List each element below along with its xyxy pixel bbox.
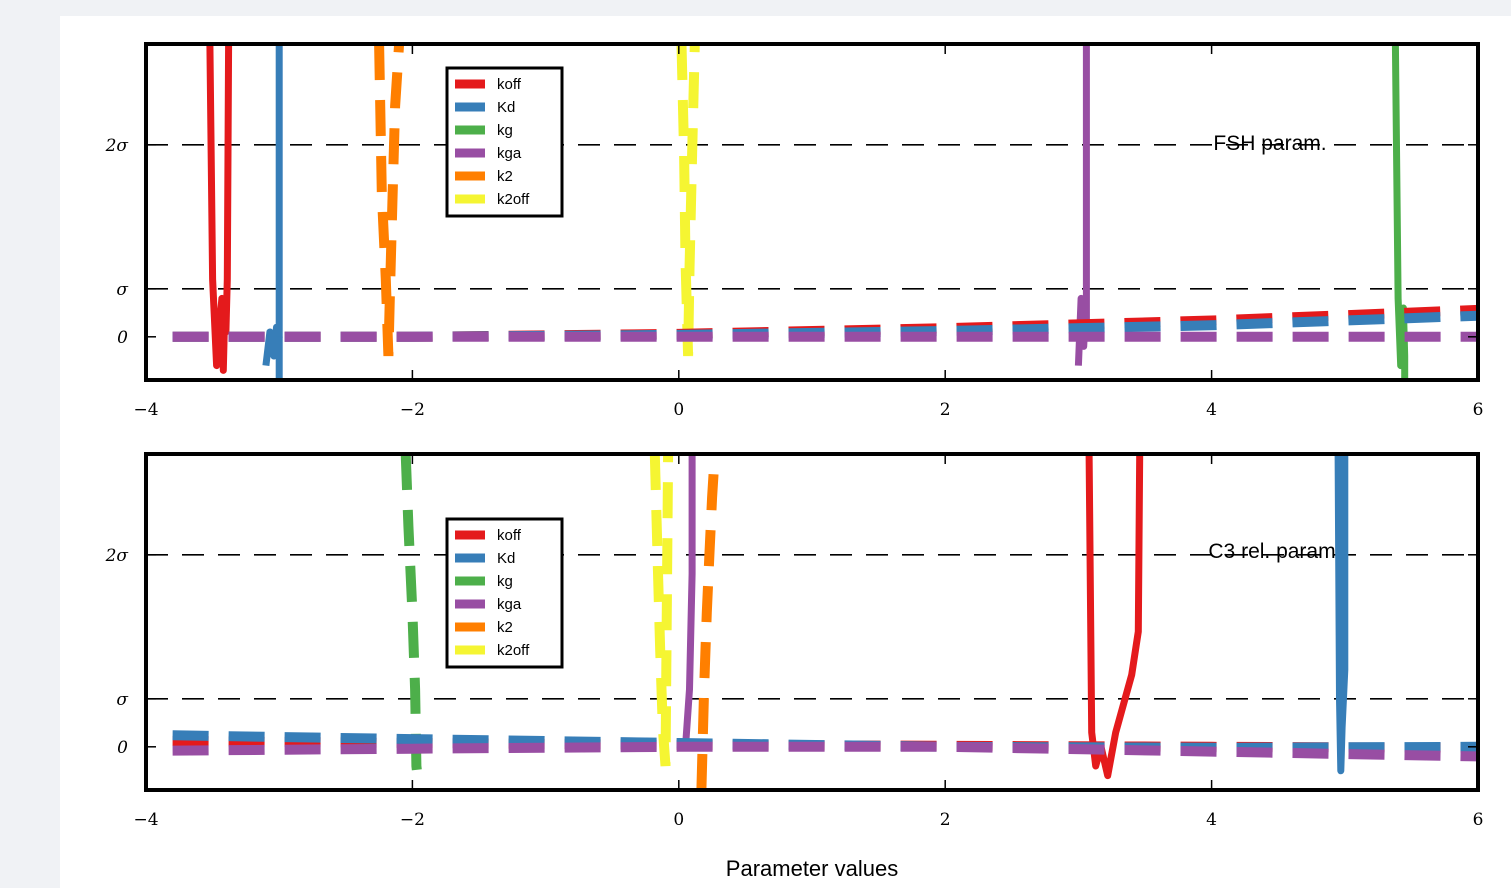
plot-frame	[144, 42, 1480, 382]
legend-label-Kd: Kd	[497, 99, 515, 116]
legend-label-kg: kg	[497, 573, 513, 590]
panel-1: −4 −2 0 2 4 6 0 σ 2σ FSH param. koff Kd kg kga k2 k2off	[105, 42, 1484, 420]
y-tick-label: 2σ	[105, 546, 129, 566]
legend-label-kg: kg	[497, 122, 513, 139]
series-line-k2off	[676, 44, 700, 357]
legend-label-koff: koff	[497, 76, 522, 93]
plot-frame	[144, 452, 1480, 792]
y-tick-label: 2σ	[105, 136, 129, 156]
panel-annotation: FSH param.	[1213, 132, 1326, 155]
series-line-kga	[172, 741, 1478, 762]
series-line-k2	[696, 454, 720, 790]
x-tick-label: 2	[940, 400, 951, 420]
legend-box	[445, 66, 564, 218]
x-tick-label: −4	[133, 810, 158, 830]
panel-annotation: C3 rel. param	[1208, 540, 1335, 563]
series-line-kga	[1074, 44, 1090, 366]
series-line-kg	[1391, 44, 1409, 380]
figure: −4 −2 0 2 4 6 0 σ 2σ FSH param. koff Kd kg kga k2 k2off…	[60, 16, 1511, 888]
series-line-kg	[400, 454, 425, 790]
x-tick-label: −4	[133, 400, 158, 420]
x-tick-label: 6	[1473, 400, 1484, 420]
series-line-koff	[1085, 454, 1144, 780]
x-tick-label: 6	[1473, 810, 1484, 830]
x-tick-label: 0	[673, 400, 684, 420]
legend-label-k2off: k2off	[497, 191, 530, 208]
legend: koff Kd kg kga k2 k2off	[445, 517, 564, 669]
x-tick-label: −2	[400, 810, 425, 830]
series-group	[172, 454, 1478, 790]
series-line-kga	[682, 454, 696, 748]
x-tick-label: 2	[940, 810, 951, 830]
legend-label-k2: k2	[497, 168, 513, 185]
legend-label-kga: kga	[497, 596, 522, 613]
x-axis-label: Parameter values	[726, 856, 898, 881]
legend: koff Kd kg kga k2 k2off	[445, 66, 564, 218]
y-tick-label: σ	[116, 280, 128, 300]
x-tick-label: 0	[673, 810, 684, 830]
series-line-Kd	[262, 44, 283, 367]
series-line-koff	[206, 44, 233, 374]
series-line-k2off	[649, 454, 674, 767]
legend-label-k2: k2	[497, 619, 513, 636]
series-group	[172, 44, 1478, 380]
panel-2: −4 −2 0 2 4 6 0 σ 2σ C3 rel. param koff Kd kg kga k2 k2…	[105, 452, 1484, 881]
y-tick-label: 0	[117, 328, 128, 348]
y-tick-label: 0	[117, 738, 128, 758]
legend-label-Kd: Kd	[497, 550, 515, 567]
legend-label-kga: kga	[497, 145, 522, 162]
x-tick-label: −2	[400, 400, 425, 420]
legend-box	[445, 517, 564, 669]
legend-label-koff: koff	[497, 527, 522, 544]
y-tick-label: σ	[116, 690, 128, 710]
x-tick-label: 4	[1206, 810, 1217, 830]
x-tick-label: 4	[1206, 400, 1217, 420]
legend-label-k2off: k2off	[497, 642, 530, 659]
series-line-k2	[374, 44, 405, 357]
series-line-Kd	[1334, 454, 1349, 775]
